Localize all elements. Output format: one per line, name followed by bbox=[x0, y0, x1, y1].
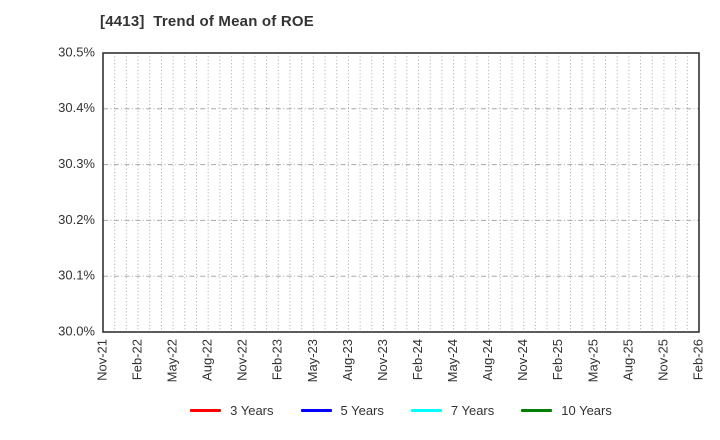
x-tick-label: Feb-23 bbox=[270, 339, 285, 380]
y-tick-label: 30.0% bbox=[58, 323, 95, 338]
legend-label: 5 Years bbox=[340, 403, 384, 418]
legend: 3 Years 5 Years 7 Years 10 Years bbox=[103, 403, 699, 418]
x-tick-label: Nov-23 bbox=[375, 339, 390, 381]
x-tick-label: May-24 bbox=[445, 339, 460, 382]
x-tick-label: Aug-23 bbox=[340, 339, 355, 381]
x-tick-label: Nov-24 bbox=[515, 339, 530, 381]
legend-line-swatch bbox=[521, 409, 553, 412]
y-tick-label: 30.1% bbox=[58, 268, 95, 283]
chart-title: [4413] Trend of Mean of ROE bbox=[100, 13, 314, 30]
legend-label: 10 Years bbox=[561, 403, 612, 418]
x-tick-label: Aug-25 bbox=[620, 339, 635, 381]
x-tick-label: May-22 bbox=[165, 339, 180, 382]
y-tick-labels: 30.0% 30.1% 30.2% 30.3% 30.4% 30.5% bbox=[58, 44, 95, 338]
horizontal-gridlines bbox=[103, 108, 699, 277]
x-tick-label: Feb-22 bbox=[129, 339, 144, 380]
plot-area: 30.0% 30.1% 30.2% 30.3% 30.4% 30.5% Nov-21 Feb-… bbox=[58, 44, 705, 382]
legend-item-3-years: 3 Years bbox=[190, 403, 274, 418]
x-tick-label: Nov-21 bbox=[94, 339, 109, 381]
legend-line-swatch bbox=[300, 409, 332, 412]
legend-item-10-years: 10 Years bbox=[521, 403, 612, 418]
y-tick-label: 30.3% bbox=[58, 156, 95, 171]
x-tick-label: Feb-24 bbox=[410, 339, 425, 380]
x-tick-label: Nov-25 bbox=[655, 339, 670, 381]
y-tick-label: 30.4% bbox=[58, 100, 95, 115]
legend-line-swatch bbox=[190, 409, 222, 412]
x-tick-label: Feb-26 bbox=[690, 339, 705, 380]
x-tick-label: Aug-24 bbox=[480, 339, 495, 381]
x-tick-labels: Nov-21 Feb-22 May-22 Aug-22 Nov-22 Feb-23 May-… bbox=[94, 339, 705, 382]
x-tick-label: Aug-22 bbox=[200, 339, 215, 381]
legend-label: 3 Years bbox=[230, 403, 274, 418]
legend-label: 7 Years bbox=[450, 403, 495, 418]
y-tick-label: 30.5% bbox=[58, 44, 95, 59]
y-tick-label: 30.2% bbox=[58, 212, 95, 227]
x-tick-label: Feb-25 bbox=[550, 339, 565, 380]
legend-item-5-years: 5 Years bbox=[300, 403, 384, 418]
vertical-gridlines bbox=[114, 53, 688, 332]
legend-line-swatch bbox=[410, 409, 442, 412]
x-tick-label: May-23 bbox=[305, 339, 320, 382]
x-tick-label: Nov-22 bbox=[235, 339, 250, 381]
x-tick-label: May-25 bbox=[585, 339, 600, 382]
plot-border bbox=[102, 52, 700, 333]
legend-item-7-years: 7 Years bbox=[410, 403, 495, 418]
